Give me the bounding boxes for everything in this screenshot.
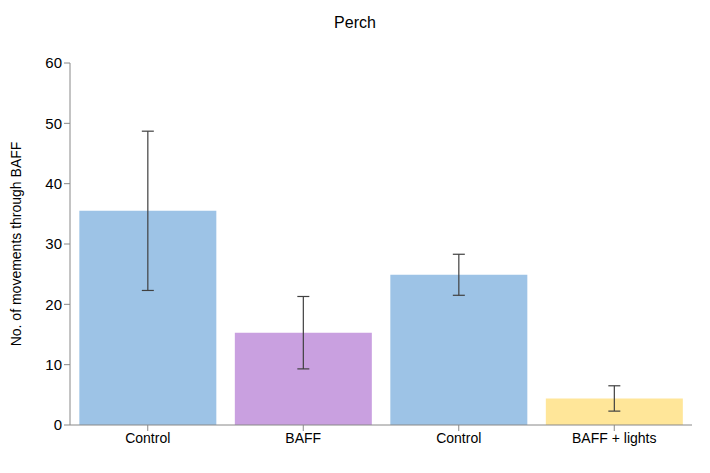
svg-text:Control: Control [436,430,481,446]
html-text:Perch: Perch [334,14,376,31]
svg-text:BAFF + lights: BAFF + lights [572,430,656,446]
svg-text:40: 40 [45,175,62,192]
svg-text:BAFF: BAFF [285,430,321,446]
svg-text:60: 60 [45,54,62,71]
svg-text:30: 30 [45,235,62,252]
svg-text:Control: Control [125,430,170,446]
svg-text:20: 20 [45,296,62,313]
svg-text:50: 50 [45,115,62,132]
svg-text:10: 10 [45,356,62,373]
svg-text:No. of movements through BAFF: No. of movements through BAFF [8,142,24,347]
svg-text:0: 0 [54,416,62,433]
